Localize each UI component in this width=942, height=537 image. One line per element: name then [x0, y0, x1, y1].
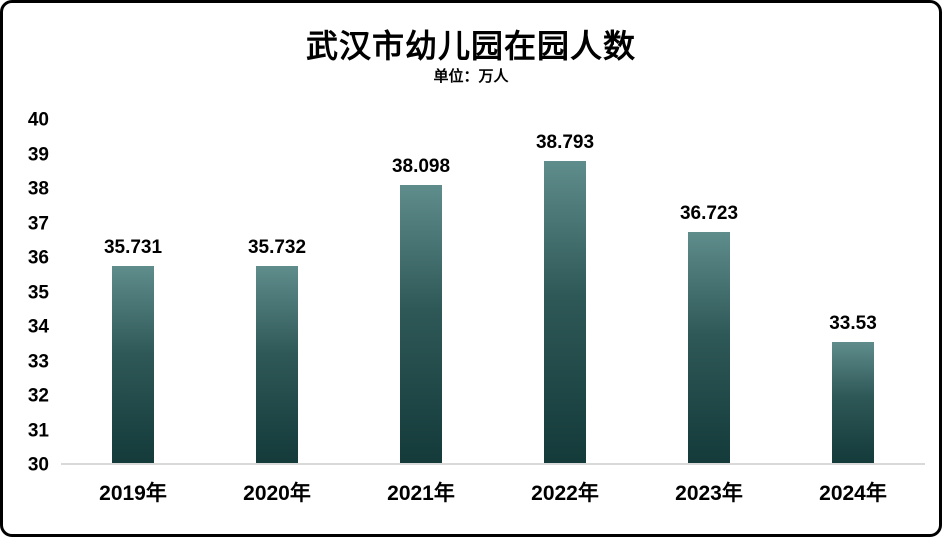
bar-group: 33.53 2024年 [819, 120, 887, 505]
bar-group: 35.731 2019年 [99, 120, 167, 505]
bar-value-label: 38.098 [391, 156, 451, 178]
x-axis-label: 2024年 [819, 482, 887, 505]
bar [544, 161, 586, 463]
x-axis-label: 2019年 [99, 482, 167, 505]
bar [400, 185, 442, 463]
bar-group: 38.098 2021年 [387, 120, 455, 505]
bar-value-label: 35.731 [103, 237, 163, 259]
y-tick-label: 35 [27, 282, 49, 303]
chart-title: 武汉市幼儿园在园人数 [305, 28, 636, 64]
y-tick-label: 37 [27, 213, 49, 234]
bar-value-label: 35.732 [247, 237, 307, 259]
bars: 35.731 2019年 35.732 2020年 38.098 2021年 38.793 2… [61, 120, 925, 505]
y-tick-label: 31 [27, 420, 49, 441]
y-tick-label: 34 [27, 316, 49, 338]
y-tick-label: 36 [27, 247, 49, 269]
y-axis: 30 31 32 33 34 35 36 37 38 39 40 [11, 111, 55, 475]
chart-subtitle: 单位：万人 [433, 68, 509, 85]
x-axis-label: 2021年 [387, 482, 455, 505]
bar-value-label: 36.723 [679, 203, 739, 225]
bar-value-label: 38.793 [535, 132, 595, 154]
x-axis-label: 2023年 [675, 482, 743, 505]
bar-group: 35.732 2020年 [243, 120, 311, 505]
y-tick-label: 38 [27, 178, 49, 200]
bar [256, 266, 298, 463]
bar [832, 341, 874, 463]
y-tick-label: 33 [27, 351, 49, 372]
y-tick-label: 39 [27, 144, 49, 165]
bar-group: 38.793 2022年 [531, 120, 599, 505]
plot-area: 35.731 2019年 35.732 2020年 38.098 2021年 38.793 2… [61, 120, 925, 505]
bar-group: 36.723 2023年 [675, 120, 743, 505]
y-tick-label: 40 [27, 109, 49, 131]
bar-value-label: 33.53 [829, 312, 877, 334]
x-axis-label: 2020年 [243, 482, 311, 505]
x-axis-label: 2022年 [531, 482, 599, 505]
y-tick-label: 30 [27, 454, 49, 476]
bar [688, 232, 730, 463]
bar [112, 266, 154, 463]
y-tick-label: 32 [27, 385, 49, 407]
